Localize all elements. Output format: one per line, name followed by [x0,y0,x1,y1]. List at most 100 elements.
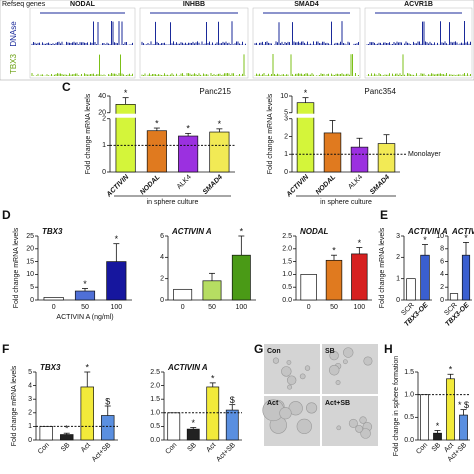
y-tick-label: 1 [28,423,32,430]
y-tick-label: 2.5 [282,233,292,240]
bar [178,135,199,173]
track-column [139,7,249,79]
panel-letter: H [384,342,393,356]
chart-title: NODAL [300,227,329,236]
sphere [306,402,318,414]
panel-letter: E [380,208,388,222]
x-axis-label: in sphere culture [147,199,199,206]
sphere [348,418,358,428]
tracks: NODAL INHBB SMAD4 ACVR1B [29,1,473,79]
y-tick-label: 0 [284,169,288,176]
micrographs: Con SB Act Act+SB [262,344,378,446]
bar [323,132,342,173]
y-tick-label: 5 [28,369,32,376]
significance-label: * [464,233,468,243]
y-tick-label: 2 [440,284,444,291]
chart-title: ACTIVIN A [451,227,474,236]
x-tick-label: 0 [181,304,185,311]
track-column [252,7,361,79]
y-tick-label: 0.0 [282,297,292,304]
track-column [364,7,473,79]
significance-label: * [240,226,244,236]
chart-title: ACTIVIN A [407,227,448,236]
reference-label: Monolayer [408,151,441,158]
y-tick-label: 4 [28,382,32,389]
significance-label: * [436,421,440,431]
x-tick-label: 50 [81,304,89,311]
y-tick-label: 1 [396,276,400,283]
bar [377,143,396,173]
significance-label: * $ [458,400,469,410]
bar [80,386,94,441]
y-tick-label: 20 [98,110,106,117]
bar [325,259,343,301]
y-tick-label: 2 [160,276,164,283]
bar [351,253,368,301]
sphere [360,428,371,439]
image-label: SB [325,348,335,355]
panel-letter: D [2,208,11,222]
significance-label: * [124,88,128,98]
bar [146,130,167,173]
y-axis-label: Fold change mRNA levels [267,93,274,174]
y-tick-label: 10 [280,93,288,100]
y-tick-label: 1.5 [404,369,414,376]
bar [209,131,230,173]
x-tick-label: SB [60,442,72,454]
y-tick-label: 5 [30,284,34,291]
x-tick-label: SB [431,442,443,454]
bar [43,297,64,301]
bar [206,386,220,441]
significance-label: * [85,362,89,372]
y-tick-label: 0.5 [282,284,292,291]
micrograph [264,344,320,394]
y-tick-label: 4 [440,271,444,278]
bar [420,394,429,441]
gene-name: SMAD4 [294,1,319,8]
bar [300,274,317,301]
bar [461,254,471,301]
y-tick-label: 2 [102,116,106,123]
x-tick-label: 50 [330,304,338,311]
sphere [363,356,373,366]
y-tick-label: 10 [436,233,444,240]
y-tick-label: 1.0 [282,271,292,278]
y-tick-label: 0 [30,297,34,304]
significance-label: * [304,88,308,98]
sphere [355,424,363,433]
y-tick-label: 0.0 [404,437,414,444]
chart-title: Panc354 [364,87,396,96]
y-tick-label: 2 [396,254,400,261]
significance-label: * [186,124,190,134]
track-column [29,7,136,79]
bar [186,428,200,441]
chart-title: TBX3 [40,363,61,372]
y-tick-label: 5 [284,110,288,117]
bar [106,261,127,301]
bar [449,293,459,301]
significance-label: * [191,418,195,428]
image-label: Act [267,400,279,407]
axis-break [106,113,237,118]
bar [406,278,416,301]
y-axis-label: Fold change mRNA levels [85,93,92,174]
y-tick-label: 2.0 [150,382,160,389]
bar [101,415,115,441]
y-tick-label: 3 [284,116,288,123]
significance-label: * [332,246,336,256]
gene-name: ACVR1B [404,1,433,8]
y-tick-label: 1.0 [150,410,160,417]
track-label: TBX3 [9,53,18,74]
track-label: DNAse [9,21,18,47]
significance-label: * [65,424,69,434]
y-tick-label: 1.5 [150,396,160,403]
panel-letter: G [254,342,263,356]
axis-break [288,113,402,118]
y-tick-label: 1 [284,151,288,158]
x-tick-label: SB [186,442,198,454]
panel-letter: C [62,80,71,94]
bar [446,378,455,441]
chart-title: Panc215 [199,87,231,96]
